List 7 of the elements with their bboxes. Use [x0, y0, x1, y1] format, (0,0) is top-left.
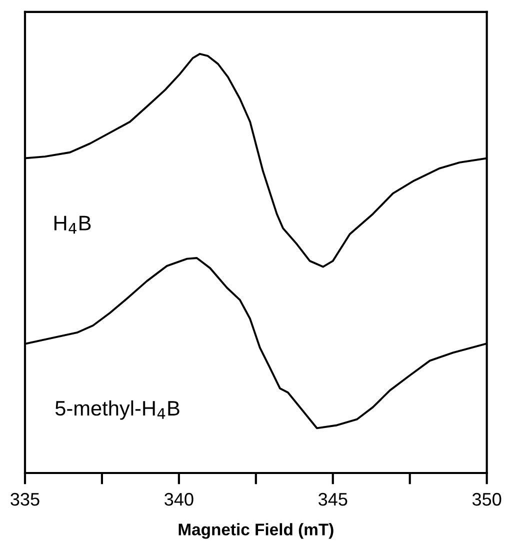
x-tick-label: 335	[10, 492, 40, 506]
x-tick-label: 340	[164, 492, 194, 506]
text: H$_{4}$B	[54, 216, 91, 234]
x-axis-title: Magnetic Field (mT)	[178, 523, 334, 539]
x-tick-label: 345	[318, 492, 348, 506]
text: 5-methyl-H$_{4}$B	[55, 400, 180, 420]
x-tick-label: 350	[472, 492, 502, 506]
